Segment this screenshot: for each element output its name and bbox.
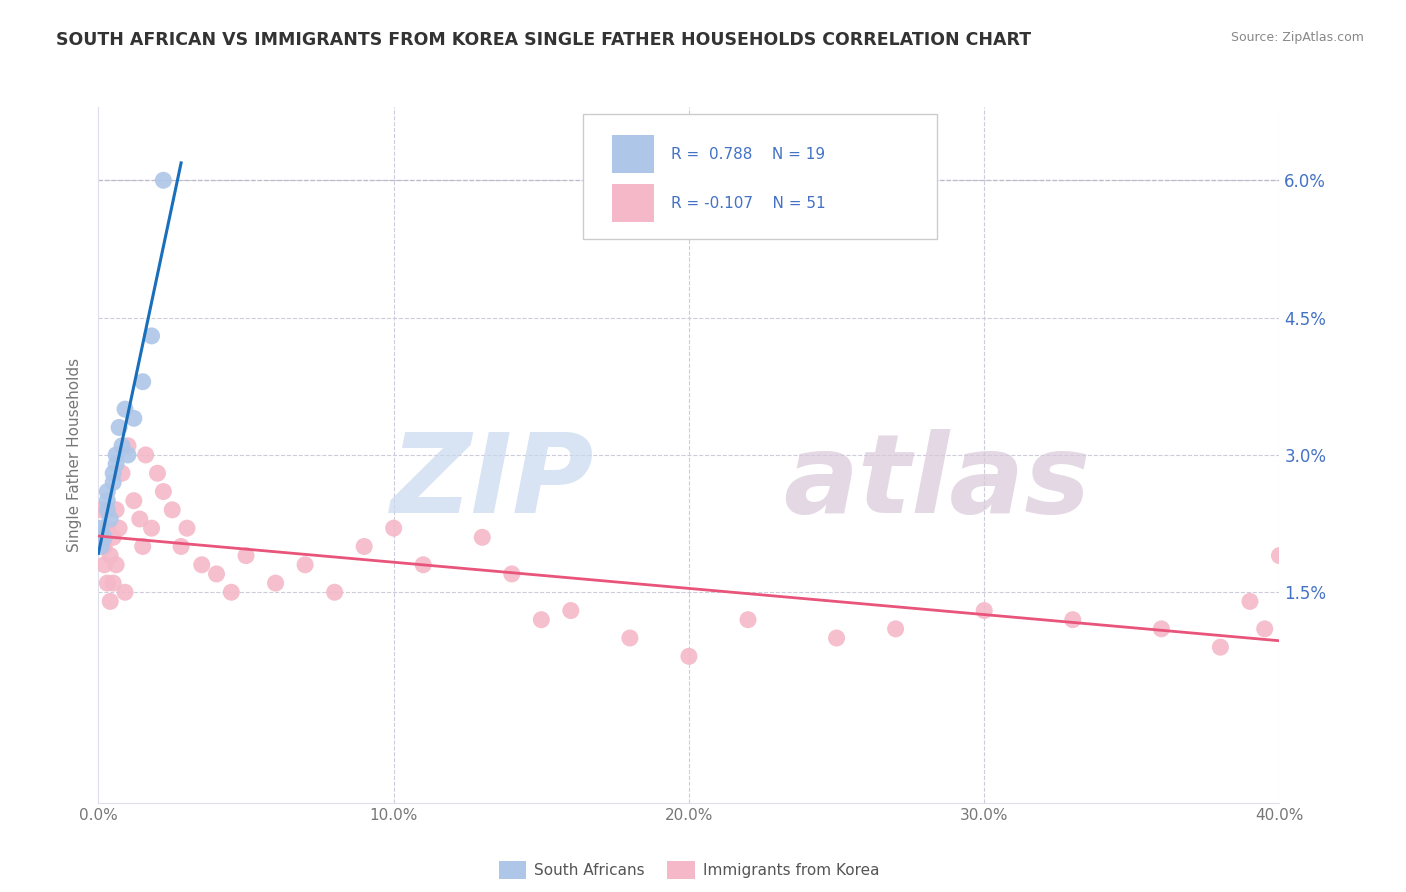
Point — [205, 566, 228, 581]
FancyBboxPatch shape — [582, 114, 936, 239]
Point — [141, 521, 163, 535]
Point — [132, 540, 155, 554]
Point — [825, 631, 848, 645]
Point — [122, 411, 145, 425]
Point — [264, 576, 287, 591]
Point — [1150, 622, 1173, 636]
Point — [152, 173, 174, 187]
Point — [1254, 622, 1277, 636]
Point — [111, 439, 134, 453]
Point — [90, 540, 112, 554]
Point — [90, 521, 112, 535]
Point — [103, 576, 125, 591]
Text: R =  0.788    N = 19: R = 0.788 N = 19 — [671, 147, 825, 161]
Point — [105, 457, 128, 471]
FancyBboxPatch shape — [612, 184, 654, 222]
Text: ZIP: ZIP — [391, 429, 595, 536]
Point — [117, 448, 139, 462]
Point — [884, 622, 907, 636]
Point — [176, 521, 198, 535]
Point — [1062, 613, 1084, 627]
Point — [93, 558, 115, 572]
Text: SOUTH AFRICAN VS IMMIGRANTS FROM KOREA SINGLE FATHER HOUSEHOLDS CORRELATION CHAR: SOUTH AFRICAN VS IMMIGRANTS FROM KOREA S… — [56, 31, 1032, 49]
FancyBboxPatch shape — [612, 135, 654, 173]
Point — [96, 576, 118, 591]
Point — [90, 503, 112, 517]
Point — [105, 558, 128, 572]
Legend: South Africans, Immigrants from Korea: South Africans, Immigrants from Korea — [492, 855, 886, 886]
Point — [98, 594, 121, 608]
Text: atlas: atlas — [783, 429, 1091, 536]
Point — [132, 375, 155, 389]
Point — [114, 585, 136, 599]
Point — [108, 521, 131, 535]
Point — [162, 503, 183, 517]
Point — [1209, 640, 1232, 655]
Point — [122, 493, 145, 508]
Point — [1239, 594, 1261, 608]
Point — [93, 540, 115, 554]
Point — [111, 467, 134, 481]
Point — [96, 493, 118, 508]
Point — [105, 448, 128, 462]
Point — [103, 475, 125, 490]
Text: R = -0.107    N = 51: R = -0.107 N = 51 — [671, 195, 825, 211]
Point — [103, 467, 125, 481]
Point — [219, 585, 242, 599]
Point — [105, 503, 128, 517]
Point — [96, 521, 118, 535]
Point — [128, 512, 150, 526]
Point — [146, 467, 169, 481]
Point — [98, 549, 121, 563]
Point — [117, 439, 139, 453]
Point — [98, 512, 121, 526]
Point — [382, 521, 405, 535]
Point — [114, 402, 136, 417]
Point — [471, 530, 494, 544]
Point — [501, 566, 523, 581]
Point — [103, 530, 125, 544]
Point — [737, 613, 759, 627]
Point — [152, 484, 174, 499]
Point — [678, 649, 700, 664]
Text: Source: ZipAtlas.com: Source: ZipAtlas.com — [1230, 31, 1364, 45]
Point — [96, 484, 118, 499]
Point — [530, 613, 553, 627]
Point — [1268, 549, 1291, 563]
Point — [323, 585, 346, 599]
Point — [619, 631, 641, 645]
Point — [96, 503, 118, 517]
Point — [170, 540, 193, 554]
Point — [93, 530, 115, 544]
Point — [560, 603, 582, 617]
Y-axis label: Single Father Households: Single Father Households — [67, 358, 83, 552]
Point — [135, 448, 157, 462]
Point — [141, 329, 163, 343]
Point — [191, 558, 214, 572]
Point — [973, 603, 995, 617]
Point — [353, 540, 375, 554]
Point — [108, 420, 131, 434]
Point — [294, 558, 316, 572]
Point — [235, 549, 257, 563]
Point — [412, 558, 434, 572]
